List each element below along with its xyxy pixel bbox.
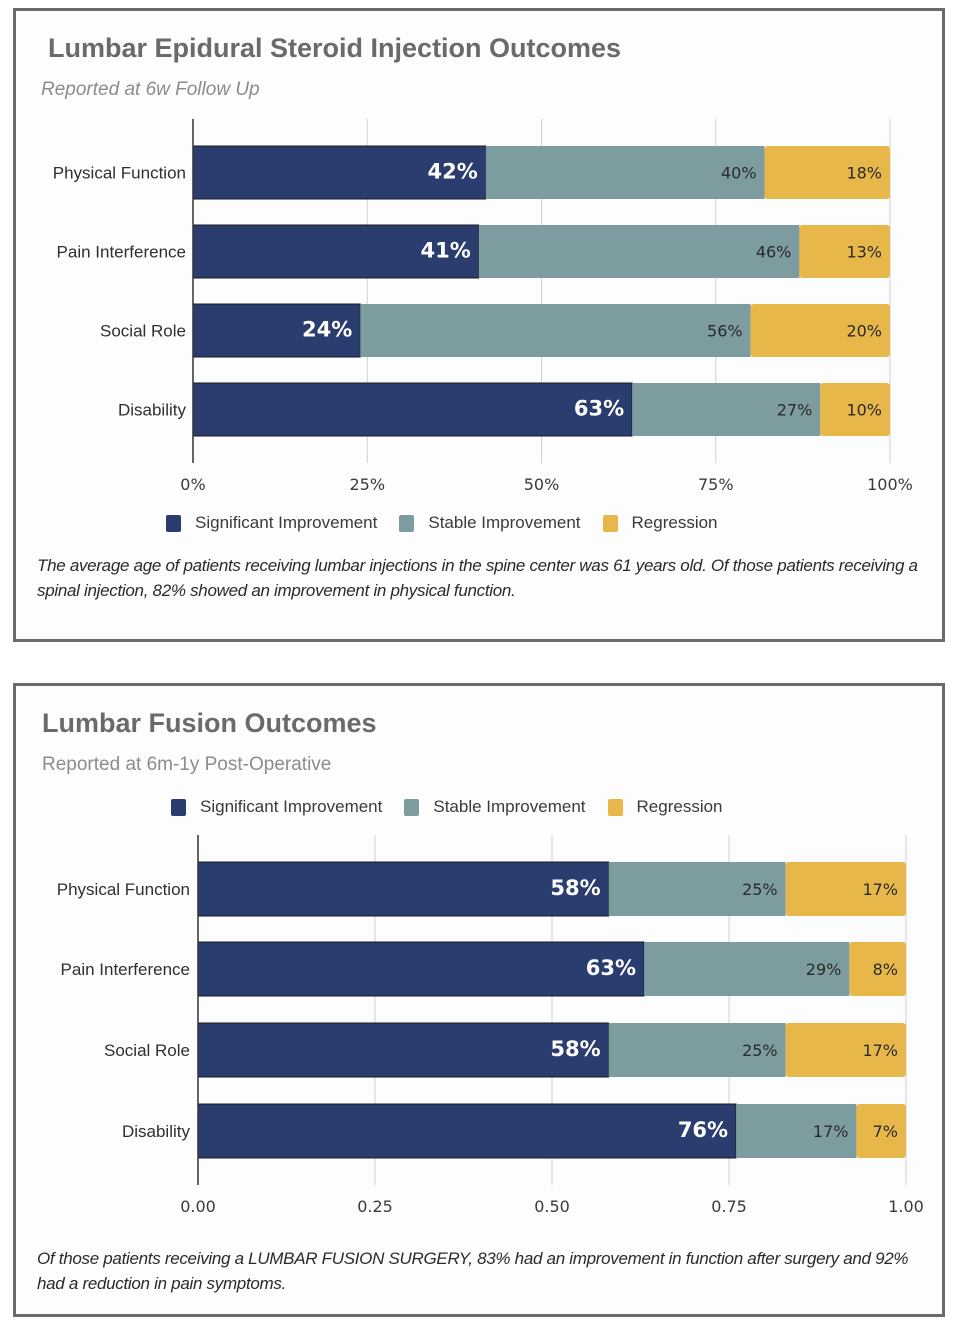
category-label: Disability xyxy=(122,1122,191,1141)
category-label: Physical Function xyxy=(53,164,186,183)
category-label: Pain Interference xyxy=(61,960,190,979)
bar-stable xyxy=(360,304,751,357)
fusion-outcomes-chart: 58% 25% 17% Physical Function 63% 29% 8% Pain I… xyxy=(57,835,924,1216)
data-label: 17% xyxy=(862,880,898,899)
category-label: Pain Interference xyxy=(57,243,186,262)
bar-significant xyxy=(197,861,610,917)
bar-stable xyxy=(736,1104,857,1158)
bar-regression xyxy=(764,146,890,199)
data-label: 58% xyxy=(550,1037,600,1061)
data-label: 7% xyxy=(873,1122,898,1141)
injection-outcomes-chart: 42% 40% 18% Physical Function 41% 46% 13% Pain … xyxy=(53,119,913,494)
legend-swatch xyxy=(602,514,618,532)
data-label: 42% xyxy=(427,160,477,184)
legend-swatch xyxy=(171,798,186,816)
category-label: Social Role xyxy=(104,1041,190,1060)
bar-stable xyxy=(632,383,821,436)
bar-significant xyxy=(192,145,487,200)
legend-item-significant: Significant Improvement xyxy=(171,797,382,817)
legend-label: Stable Improvement xyxy=(433,797,586,816)
legend-swatch xyxy=(166,514,181,532)
legend-swatch xyxy=(404,798,420,816)
data-label: 46% xyxy=(756,243,792,262)
data-label: 18% xyxy=(846,164,882,183)
legend-label: Regression xyxy=(636,797,723,816)
x-tick-label: 0% xyxy=(180,475,205,494)
bar-significant xyxy=(192,303,361,358)
legend-item-significant: Significant Improvement xyxy=(166,513,377,533)
category-label: Disability xyxy=(118,401,187,420)
x-tick-label: 0.50 xyxy=(534,1197,570,1216)
bar-regression xyxy=(785,862,906,916)
bar-significant xyxy=(197,1022,610,1078)
bar-stable xyxy=(644,942,850,996)
legend-item-stable: Stable Improvement xyxy=(399,513,581,533)
data-label: 8% xyxy=(873,960,898,979)
legend-swatch xyxy=(607,798,623,816)
data-label: 58% xyxy=(550,876,600,900)
x-tick-label: 0.25 xyxy=(357,1197,393,1216)
data-label: 13% xyxy=(846,243,882,262)
x-tick-label: 1.00 xyxy=(888,1197,924,1216)
data-label: 17% xyxy=(813,1122,849,1141)
chart-legend: Significant Improvement Stable Improvemen… xyxy=(166,513,740,533)
legend-label: Significant Improvement xyxy=(200,797,383,816)
chart-title: Lumbar Fusion Outcomes xyxy=(42,708,377,738)
data-label: 27% xyxy=(777,401,813,420)
data-label: 63% xyxy=(586,956,636,980)
chart-legend: Significant Improvement Stable Improvemen… xyxy=(171,797,745,817)
legend-item-regression: Regression xyxy=(607,797,723,817)
legend-label: Stable Improvement xyxy=(428,513,581,532)
bar-regression xyxy=(820,383,890,436)
bar-regression xyxy=(849,942,906,996)
data-label: 10% xyxy=(846,401,882,420)
bar-significant xyxy=(197,941,645,997)
chart-subtitle: Reported at 6w Follow Up xyxy=(41,79,260,100)
data-label: 41% xyxy=(421,239,471,263)
injection-outcomes-panel: Lumbar Epidural Steroid Injection Outcom… xyxy=(13,8,945,642)
legend-label: Regression xyxy=(631,513,718,532)
category-label: Physical Function xyxy=(57,880,190,899)
bar-stable xyxy=(478,225,800,278)
x-tick-label: 75% xyxy=(698,475,734,494)
bar-regression xyxy=(856,1104,906,1158)
data-label: 20% xyxy=(846,322,882,341)
fusion-outcomes-panel: Lumbar Fusion Outcomes Reported at 6m-1y… xyxy=(13,683,945,1317)
data-label: 29% xyxy=(806,960,842,979)
chart-caption: Of those patients receiving a LUMBAR FUS… xyxy=(37,1249,909,1293)
data-label: 76% xyxy=(678,1118,728,1142)
x-tick-label: 0.00 xyxy=(180,1197,216,1216)
x-tick-label: 100% xyxy=(867,475,913,494)
bar-regression xyxy=(785,1023,906,1077)
data-label: 25% xyxy=(742,880,778,899)
legend-swatch xyxy=(399,514,415,532)
data-label: 24% xyxy=(302,318,352,342)
bar-stable xyxy=(608,862,786,916)
bar-significant xyxy=(192,224,480,279)
bar-stable xyxy=(608,1023,786,1077)
bar-significant xyxy=(192,382,633,437)
chart-caption: The average age of patients receiving lu… xyxy=(37,556,918,600)
data-label: 56% xyxy=(707,322,743,341)
legend-item-stable: Stable Improvement xyxy=(404,797,586,817)
data-label: 40% xyxy=(721,164,757,183)
chart-title: Lumbar Epidural Steroid Injection Outcom… xyxy=(48,33,622,63)
bar-significant xyxy=(197,1103,737,1159)
chart-subtitle: Reported at 6m-1y Post-Operative xyxy=(42,754,332,775)
bar-regression xyxy=(750,304,890,357)
x-tick-label: 50% xyxy=(524,475,560,494)
legend-item-regression: Regression xyxy=(602,513,718,533)
bar-stable xyxy=(485,146,765,199)
data-label: 63% xyxy=(574,397,624,421)
x-tick-label: 25% xyxy=(349,475,385,494)
legend-label: Significant Improvement xyxy=(195,513,378,532)
data-label: 25% xyxy=(742,1041,778,1060)
data-label: 17% xyxy=(862,1041,898,1060)
category-label: Social Role xyxy=(100,322,186,341)
bar-regression xyxy=(799,225,890,278)
x-tick-label: 0.75 xyxy=(711,1197,747,1216)
